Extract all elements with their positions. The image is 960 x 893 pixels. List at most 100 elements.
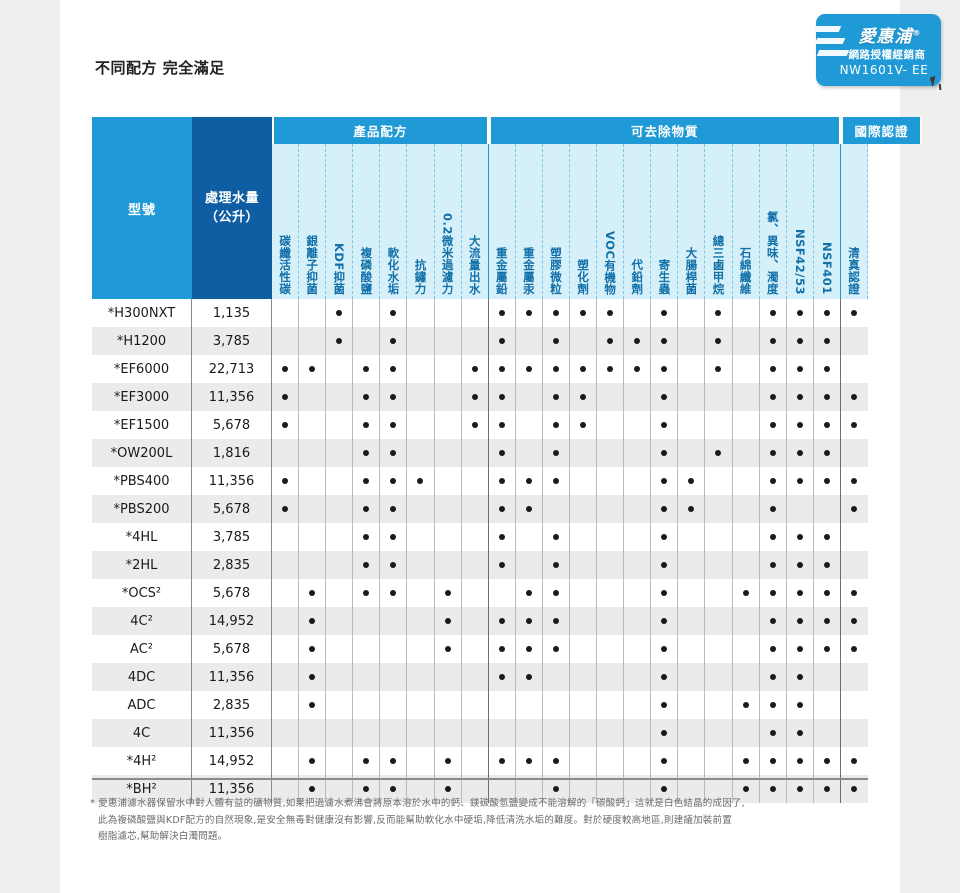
feature-cell-marked — [787, 635, 814, 663]
feature-cell-empty — [407, 551, 435, 579]
table-row[interactable]: *EF1500 5,678 — [92, 411, 868, 439]
bullet-icon — [851, 310, 858, 316]
feature-cell-marked — [841, 495, 868, 523]
feature-cell-marked — [760, 467, 787, 495]
table-row[interactable]: *4H² 14,952 — [92, 747, 868, 775]
bullet-icon — [796, 674, 803, 680]
feature-cell-empty — [814, 719, 841, 747]
feature-cell-marked — [787, 327, 814, 355]
bullet-icon — [498, 422, 505, 428]
table-row[interactable]: 4DC 11,356 — [92, 663, 868, 691]
column-header-label: 重金屬汞 — [521, 247, 536, 295]
column-header-16: 總三鹵甲烷 — [705, 144, 733, 299]
bullet-icon — [661, 366, 668, 372]
feature-cell-marked — [380, 551, 408, 579]
feature-cell-marked — [787, 747, 814, 775]
column-header-15: 大腸桿菌 — [678, 144, 706, 299]
bullet-icon — [823, 590, 830, 596]
logo-background: 愛惠浦® 網路授權經銷商 NW1601V- EE — [816, 14, 941, 86]
feature-cell-empty — [407, 411, 435, 439]
bullet-icon — [363, 422, 370, 428]
feature-cell-marked — [353, 439, 381, 467]
bullet-icon — [363, 450, 370, 456]
feature-cell-marked — [543, 607, 570, 635]
bullet-icon — [336, 310, 343, 316]
feature-cell-marked — [353, 579, 381, 607]
feature-cell-marked — [299, 691, 327, 719]
feature-cell-empty — [814, 663, 841, 691]
feature-cell-empty — [733, 411, 760, 439]
feature-cell-empty — [435, 719, 462, 747]
bullet-icon — [796, 338, 803, 344]
feature-cell-empty — [272, 663, 300, 691]
feature-cell-empty — [570, 495, 598, 523]
feature-cell-marked — [353, 775, 381, 803]
bullet-icon — [390, 786, 397, 792]
table-row[interactable]: *H1200 3,785 — [92, 327, 868, 355]
feature-cell-marked — [516, 607, 543, 635]
bullet-icon — [661, 646, 668, 652]
feature-cell-empty — [272, 579, 300, 607]
column-header-label: 大腸桿菌 — [684, 247, 699, 295]
feature-cell-empty — [543, 663, 570, 691]
bullet-icon — [552, 366, 559, 372]
bullet-icon — [390, 534, 397, 540]
feature-cell-marked — [705, 327, 733, 355]
bullet-icon — [498, 338, 505, 344]
page-canvas: 不同配方 完全滿足 愛惠浦® 網路授權經銷商 NW1601V- EE 產品配方可… — [60, 0, 943, 893]
column-header-label: 塑化劑 — [576, 259, 591, 295]
table-row[interactable]: *4HL 3,785 — [92, 523, 868, 551]
feature-cell-marked — [651, 635, 679, 663]
feature-cell-empty — [624, 775, 652, 803]
table-row[interactable]: 4C 11,356 — [92, 719, 868, 747]
table-row[interactable]: *OW200L 1,816 — [92, 439, 868, 467]
feature-cell-empty — [435, 439, 462, 467]
table-row[interactable]: *EF3000 11,356 — [92, 383, 868, 411]
feature-cell-empty — [326, 719, 354, 747]
column-header-label: 塑膠微粒 — [548, 247, 563, 295]
feature-cell-empty — [462, 467, 489, 495]
feature-cell-empty — [624, 719, 652, 747]
table-row[interactable]: *2HL 2,835 — [92, 551, 868, 579]
bullet-icon — [552, 394, 559, 400]
feature-cell-empty — [597, 635, 625, 663]
feature-cell-empty — [597, 775, 625, 803]
feature-cell-empty — [705, 467, 733, 495]
table-row[interactable]: *H300NXT 1,135 — [92, 299, 868, 327]
feature-cell-empty — [326, 495, 354, 523]
feature-cell-marked — [570, 411, 598, 439]
bullet-icon — [444, 758, 451, 764]
table-row[interactable]: *PBS400 11,356 — [92, 467, 868, 495]
table-row[interactable]: 4C² 14,952 — [92, 607, 868, 635]
feature-cell-marked — [597, 355, 625, 383]
bullet-icon — [363, 478, 370, 484]
table-row[interactable]: AC² 5,678 — [92, 635, 868, 663]
feature-cell-marked — [435, 747, 462, 775]
column-header-9: 重金屬汞 — [515, 144, 543, 299]
bullet-icon — [552, 786, 559, 792]
bullet-icon — [769, 646, 776, 652]
table-row[interactable]: ADC 2,835 — [92, 691, 868, 719]
feature-cell-empty — [733, 383, 760, 411]
bullet-icon — [390, 394, 397, 400]
table-row[interactable]: *EF6000 22,713 — [92, 355, 868, 383]
column-header-19: NSF42/53 — [786, 144, 814, 299]
feature-cell-empty — [272, 439, 300, 467]
bullet-icon — [282, 506, 289, 512]
table-row[interactable]: *PBS200 5,678 — [92, 495, 868, 523]
feature-cell-empty — [516, 327, 543, 355]
feature-cell-empty — [407, 719, 435, 747]
feature-cell-marked — [353, 383, 381, 411]
table-row[interactable]: *OCS² 5,678 — [92, 579, 868, 607]
feature-cell-marked — [380, 299, 408, 327]
feature-cell-empty — [435, 663, 462, 691]
feature-cell-empty — [841, 439, 868, 467]
feature-cell-marked — [814, 467, 841, 495]
feature-cell-marked — [489, 467, 516, 495]
feature-cell-empty — [272, 299, 300, 327]
feature-cell-marked — [299, 355, 327, 383]
feature-cell-marked — [760, 607, 787, 635]
feature-cell-empty — [733, 607, 760, 635]
feature-cell-empty — [462, 327, 489, 355]
bullet-icon — [444, 590, 451, 596]
